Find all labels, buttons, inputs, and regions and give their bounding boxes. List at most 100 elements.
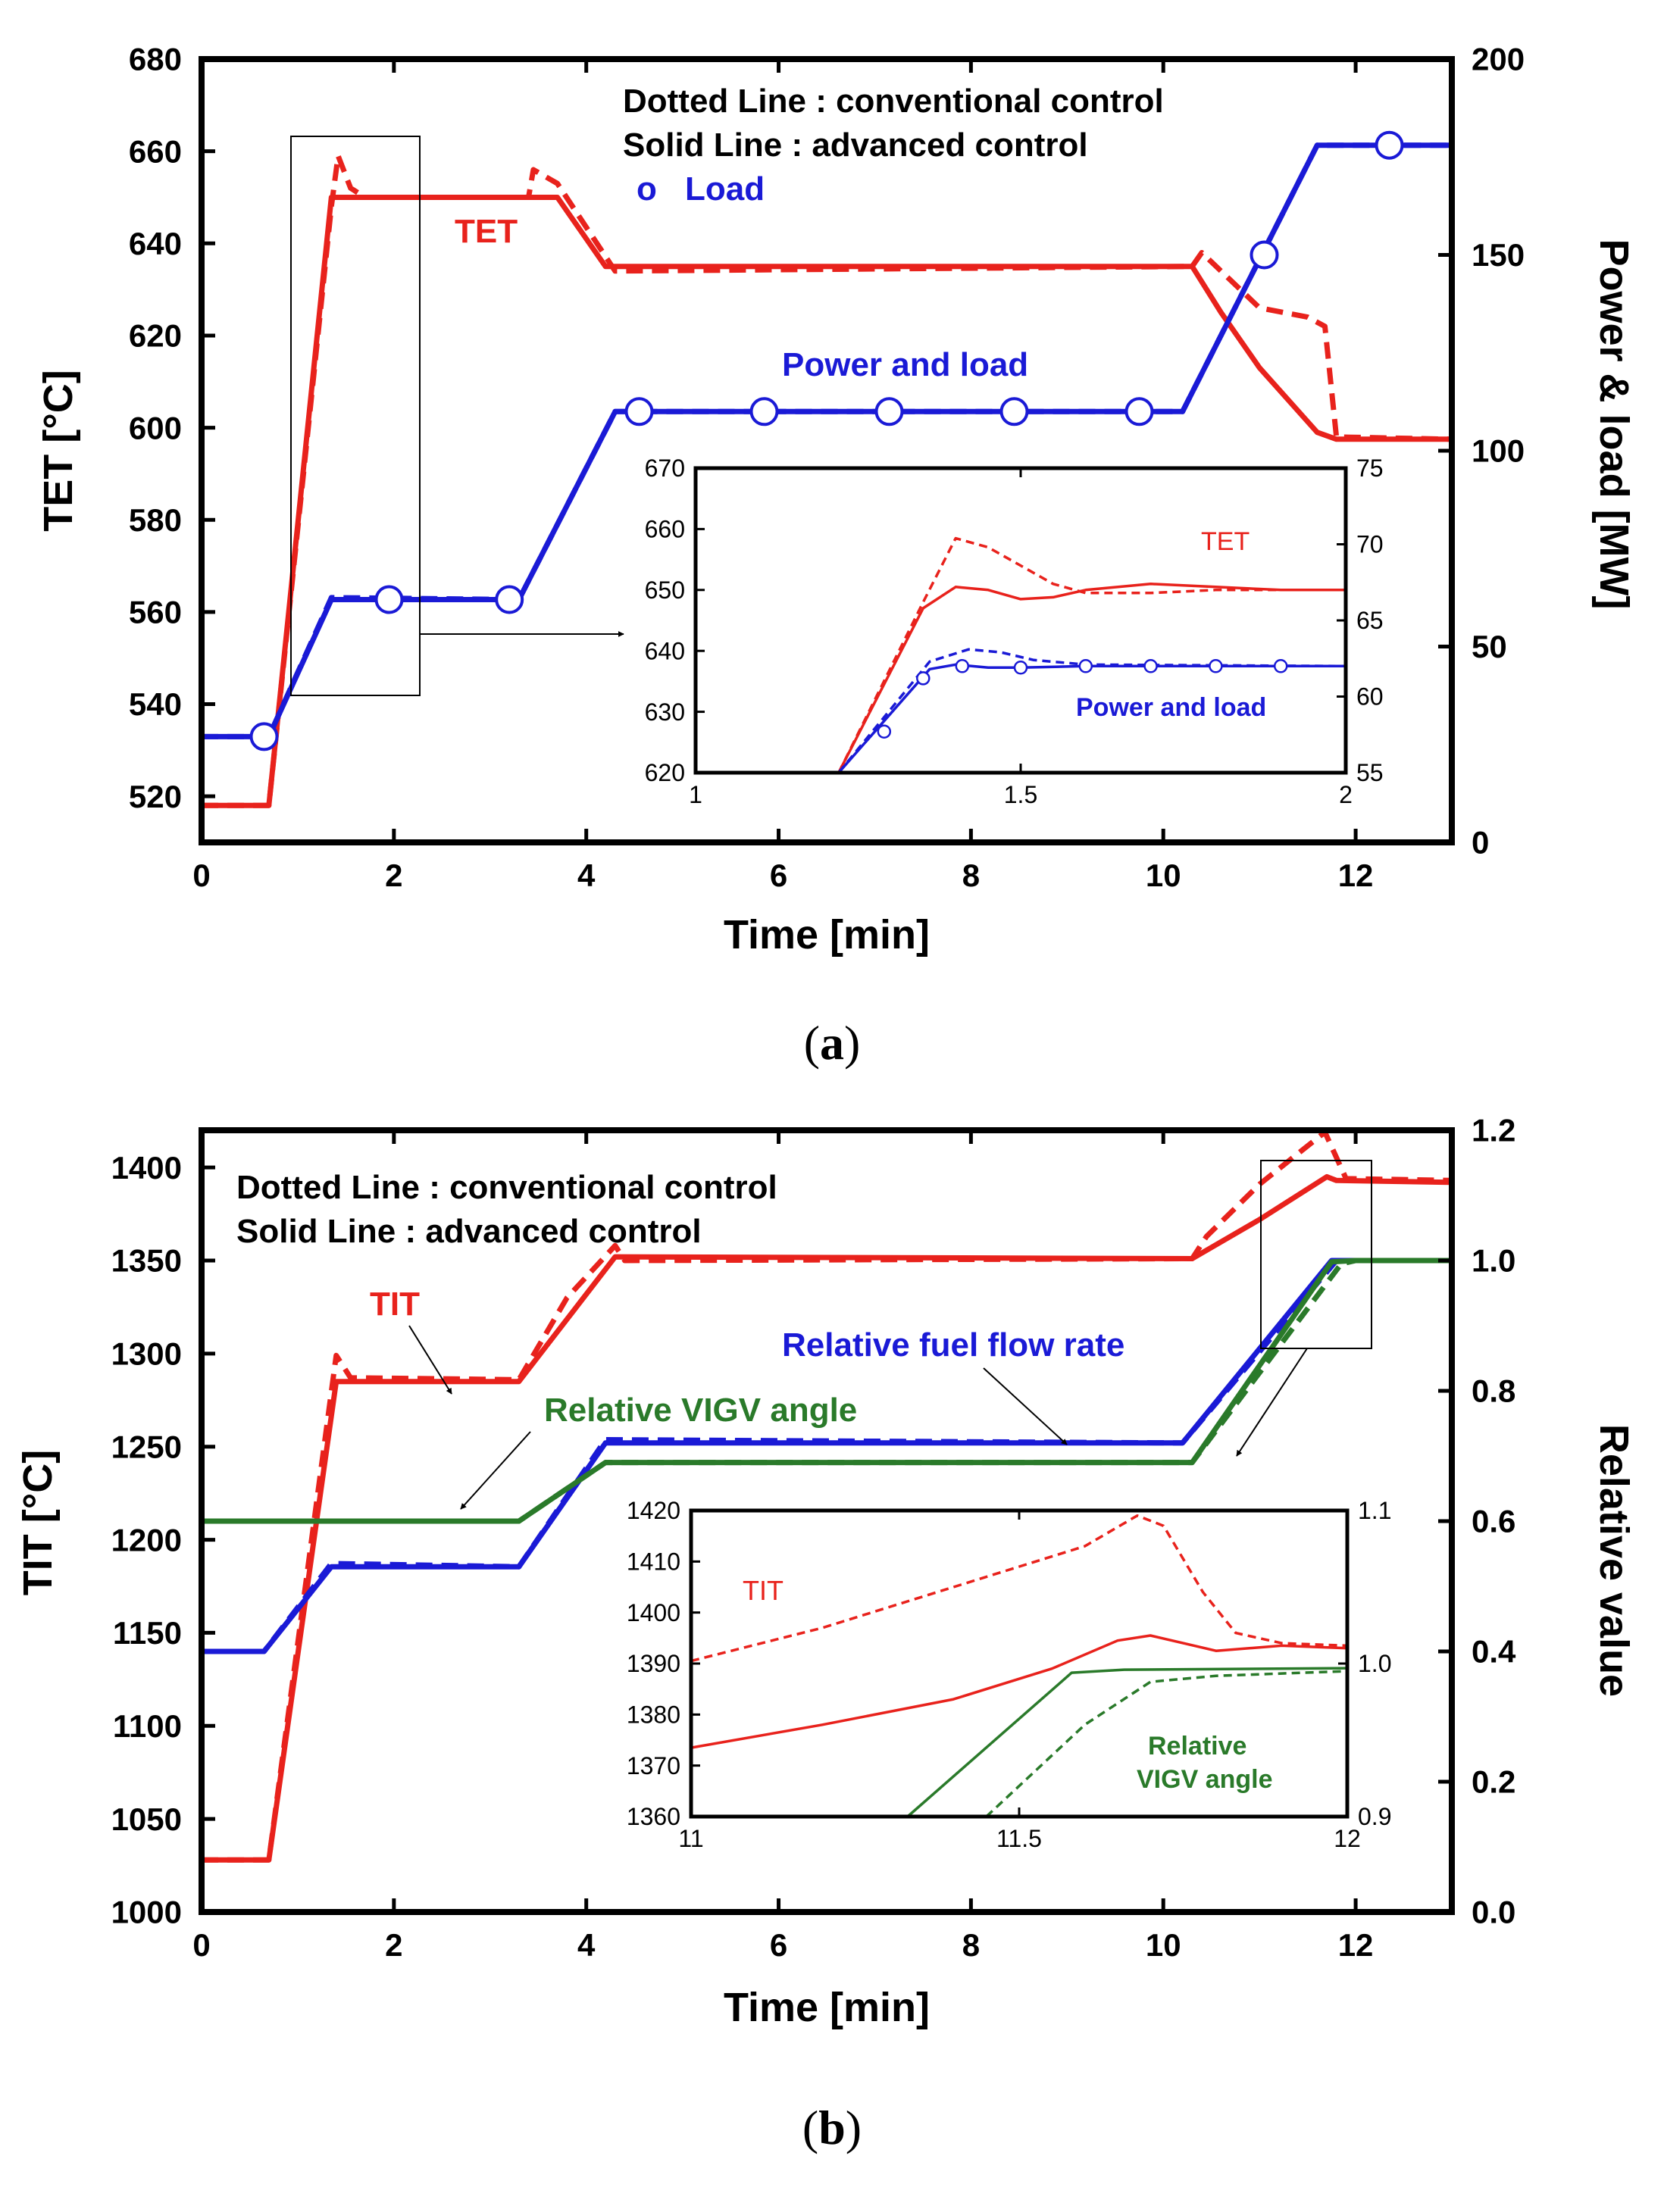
inset-power-load-label: Power and load bbox=[1076, 693, 1266, 722]
main-a-load-marker-0 bbox=[249, 722, 279, 751]
inset-b-y-tick-label-left-6: 1420 bbox=[627, 1497, 680, 1524]
main-b-y-tick-label-right-4: 0.8 bbox=[1472, 1373, 1515, 1409]
inset-a-load-marker-4 bbox=[1078, 659, 1093, 673]
note-solid-b: Solid Line : advanced control bbox=[236, 1213, 702, 1250]
main-a-y-tick-label-left-4: 600 bbox=[129, 410, 182, 445]
main-a-y-tick-label-right-0: 0 bbox=[1472, 825, 1489, 861]
inset-b-x-tick-label-1: 11.5 bbox=[996, 1825, 1042, 1852]
main-b-tit-advanced-line bbox=[202, 1173, 1453, 1863]
y-axis-label-right-a: Power & load [MW] bbox=[1591, 239, 1637, 610]
inset-b-vigv-conventional-line bbox=[985, 1670, 1348, 1818]
main-b-tit-conventional-line bbox=[202, 1129, 1453, 1863]
inset-a-y-tick-label-left-1: 630 bbox=[645, 698, 685, 726]
main-a-x-tick-label-2: 4 bbox=[577, 858, 596, 893]
main-b-y-tick-label-left-4: 1200 bbox=[111, 1522, 182, 1557]
main-b-y-tick-label-left-6: 1300 bbox=[111, 1336, 182, 1372]
inset-a-y-tick-label-left-5: 670 bbox=[645, 455, 685, 482]
main-a-y-tick-label-right-1: 50 bbox=[1472, 629, 1507, 664]
inset-a-x-tick-label-2: 2 bbox=[1339, 781, 1353, 808]
main-a-load-marker-7 bbox=[1124, 397, 1154, 426]
inset-a-load-marker-6 bbox=[1209, 659, 1223, 673]
main-b-x-tick-label-4: 8 bbox=[962, 1927, 980, 1963]
inset-b-y-tick-label-left-0: 1360 bbox=[627, 1803, 680, 1830]
caption-b: (b) bbox=[802, 2101, 862, 2154]
inset-tet-label: TET bbox=[1201, 527, 1250, 556]
main-a-y-tick-label-left-3: 580 bbox=[129, 502, 182, 538]
axis-ticks-b bbox=[199, 1128, 1452, 1914]
inset-b: 11 11.5 12 1360 1370 1380 1390 1400 1410 1420 0.9 1… bbox=[627, 1497, 1392, 1852]
main-a-x-tick-label-5: 10 bbox=[1146, 858, 1181, 893]
vigv-label: Relative VIGV angle bbox=[544, 1392, 857, 1429]
note-solid-a: Solid Line : advanced control bbox=[623, 127, 1088, 164]
main-b-y-tick-label-left-2: 1100 bbox=[113, 1708, 182, 1744]
inset-a-x-tick-label-0: 1 bbox=[689, 781, 702, 808]
note-dotted-b: Dotted Line : conventional control bbox=[236, 1169, 777, 1206]
main-b-y-tick-label-left-0: 1000 bbox=[111, 1895, 182, 1930]
axis-ticks-a bbox=[199, 57, 1452, 845]
main-a-x-tick-label-3: 6 bbox=[770, 858, 787, 893]
note-dotted-a: Dotted Line : conventional control bbox=[623, 83, 1164, 120]
inset-a-load-marker-0 bbox=[877, 724, 892, 739]
main-b-y-tick-label-right-1: 0.2 bbox=[1472, 1764, 1515, 1800]
main-a-y-tick-label-left-2: 560 bbox=[129, 595, 182, 630]
panel-a: 0 2 4 6 8 10 125205405605806006206406606800501… bbox=[36, 42, 1637, 1070]
inset-b-y-tick-label-left-3: 1390 bbox=[627, 1650, 680, 1677]
y-axis-label-left-b: TIT [°C] bbox=[15, 1450, 61, 1596]
inset-b-y-tick-label-right-2: 1.1 bbox=[1358, 1497, 1391, 1524]
inset-b-vigv-advanced-line bbox=[906, 1667, 1348, 1818]
inset-a-y-tick-label-right-0: 55 bbox=[1356, 759, 1384, 786]
inset-tit-label: TIT bbox=[743, 1575, 784, 1606]
inset-series-b bbox=[690, 1514, 1348, 1818]
load-legend-label: Load bbox=[685, 170, 765, 208]
tet-label: TET bbox=[455, 213, 518, 250]
inset-b-tit-advanced-line bbox=[690, 1634, 1348, 1749]
inset-a-y-tick-label-left-0: 620 bbox=[645, 759, 685, 786]
inset-background-a bbox=[696, 468, 1346, 773]
main-b-x-tick-label-3: 6 bbox=[770, 1927, 787, 1963]
panel-b: 0 2 4 6 8 10 12 1000 1050 1100 1150 1200 1250 1300 135… bbox=[15, 1113, 1637, 2154]
inset-tick-labels-a: 1 1.5 2 620 630 640 650 660 670 55 60 65 70 75 bbox=[645, 455, 1384, 808]
inset-a-y-tick-label-right-3: 70 bbox=[1356, 531, 1384, 558]
vigv-label-arrow bbox=[460, 1431, 531, 1510]
main-a-x-tick-label-0: 0 bbox=[192, 858, 210, 893]
inset-a-tet-advanced-line bbox=[837, 583, 1346, 773]
main-series-a bbox=[202, 130, 1453, 808]
y-axis-label-left-a: TET [°C] bbox=[36, 370, 81, 532]
main-a-load-marker-5 bbox=[874, 397, 904, 426]
zoom-arrow-b bbox=[1236, 1348, 1308, 1457]
inset-a-y-tick-label-left-2: 640 bbox=[645, 637, 685, 664]
main-a-load-marker-6 bbox=[999, 397, 1029, 426]
main-a-y-tick-label-left-8: 680 bbox=[129, 42, 182, 77]
inset-a-y-tick-label-right-1: 60 bbox=[1356, 683, 1384, 711]
inset-b-x-tick-label-2: 12 bbox=[1334, 1825, 1361, 1852]
main-b-x-tick-label-1: 2 bbox=[385, 1927, 402, 1963]
main-a-x-tick-label-6: 12 bbox=[1338, 858, 1374, 893]
main-a-power-conventional-line bbox=[202, 142, 1452, 739]
inset-a-x-tick-label-1: 1.5 bbox=[1004, 781, 1037, 808]
main-b-y-tick-label-left-3: 1150 bbox=[113, 1615, 182, 1651]
inset-a: 1 1.5 2 620 630 640 650 660 670 55 60 65 70 75 TET Po… bbox=[645, 455, 1384, 808]
load-legend-marker: o bbox=[637, 170, 657, 208]
main-b-y-tick-label-left-7: 1350 bbox=[111, 1243, 182, 1279]
main-a-load-marker-4 bbox=[749, 397, 779, 426]
main-b-x-tick-label-6: 12 bbox=[1338, 1927, 1374, 1963]
tit-label-arrow bbox=[408, 1325, 452, 1395]
main-a-y-tick-label-right-4: 200 bbox=[1472, 42, 1525, 77]
main-a-y-tick-label-left-5: 620 bbox=[129, 318, 182, 354]
x-axis-label-a: Time [min] bbox=[724, 912, 930, 958]
main-a-x-tick-label-4: 8 bbox=[962, 858, 980, 893]
main-a-load-marker-8 bbox=[1250, 240, 1279, 270]
zoom-box-a bbox=[290, 136, 421, 696]
main-a-x-tick-label-1: 2 bbox=[385, 858, 402, 893]
caption-a: (a) bbox=[804, 1016, 861, 1070]
fuel-flow-label: Relative fuel flow rate bbox=[782, 1326, 1124, 1364]
tick-labels-a: 0 2 4 6 8 10 125205405605806006206406606800501… bbox=[129, 42, 1525, 893]
inset-b-y-tick-label-left-5: 1410 bbox=[627, 1548, 680, 1576]
inset-b-y-tick-label-left-4: 1400 bbox=[627, 1599, 680, 1626]
main-a-y-tick-label-left-7: 660 bbox=[129, 133, 182, 169]
main-b-y-tick-label-right-6: 1.2 bbox=[1472, 1113, 1515, 1148]
inset-a-load-marker-1 bbox=[916, 671, 931, 686]
main-a-y-tick-label-right-3: 150 bbox=[1472, 237, 1525, 273]
main-b-y-tick-label-right-0: 0.0 bbox=[1472, 1895, 1515, 1930]
